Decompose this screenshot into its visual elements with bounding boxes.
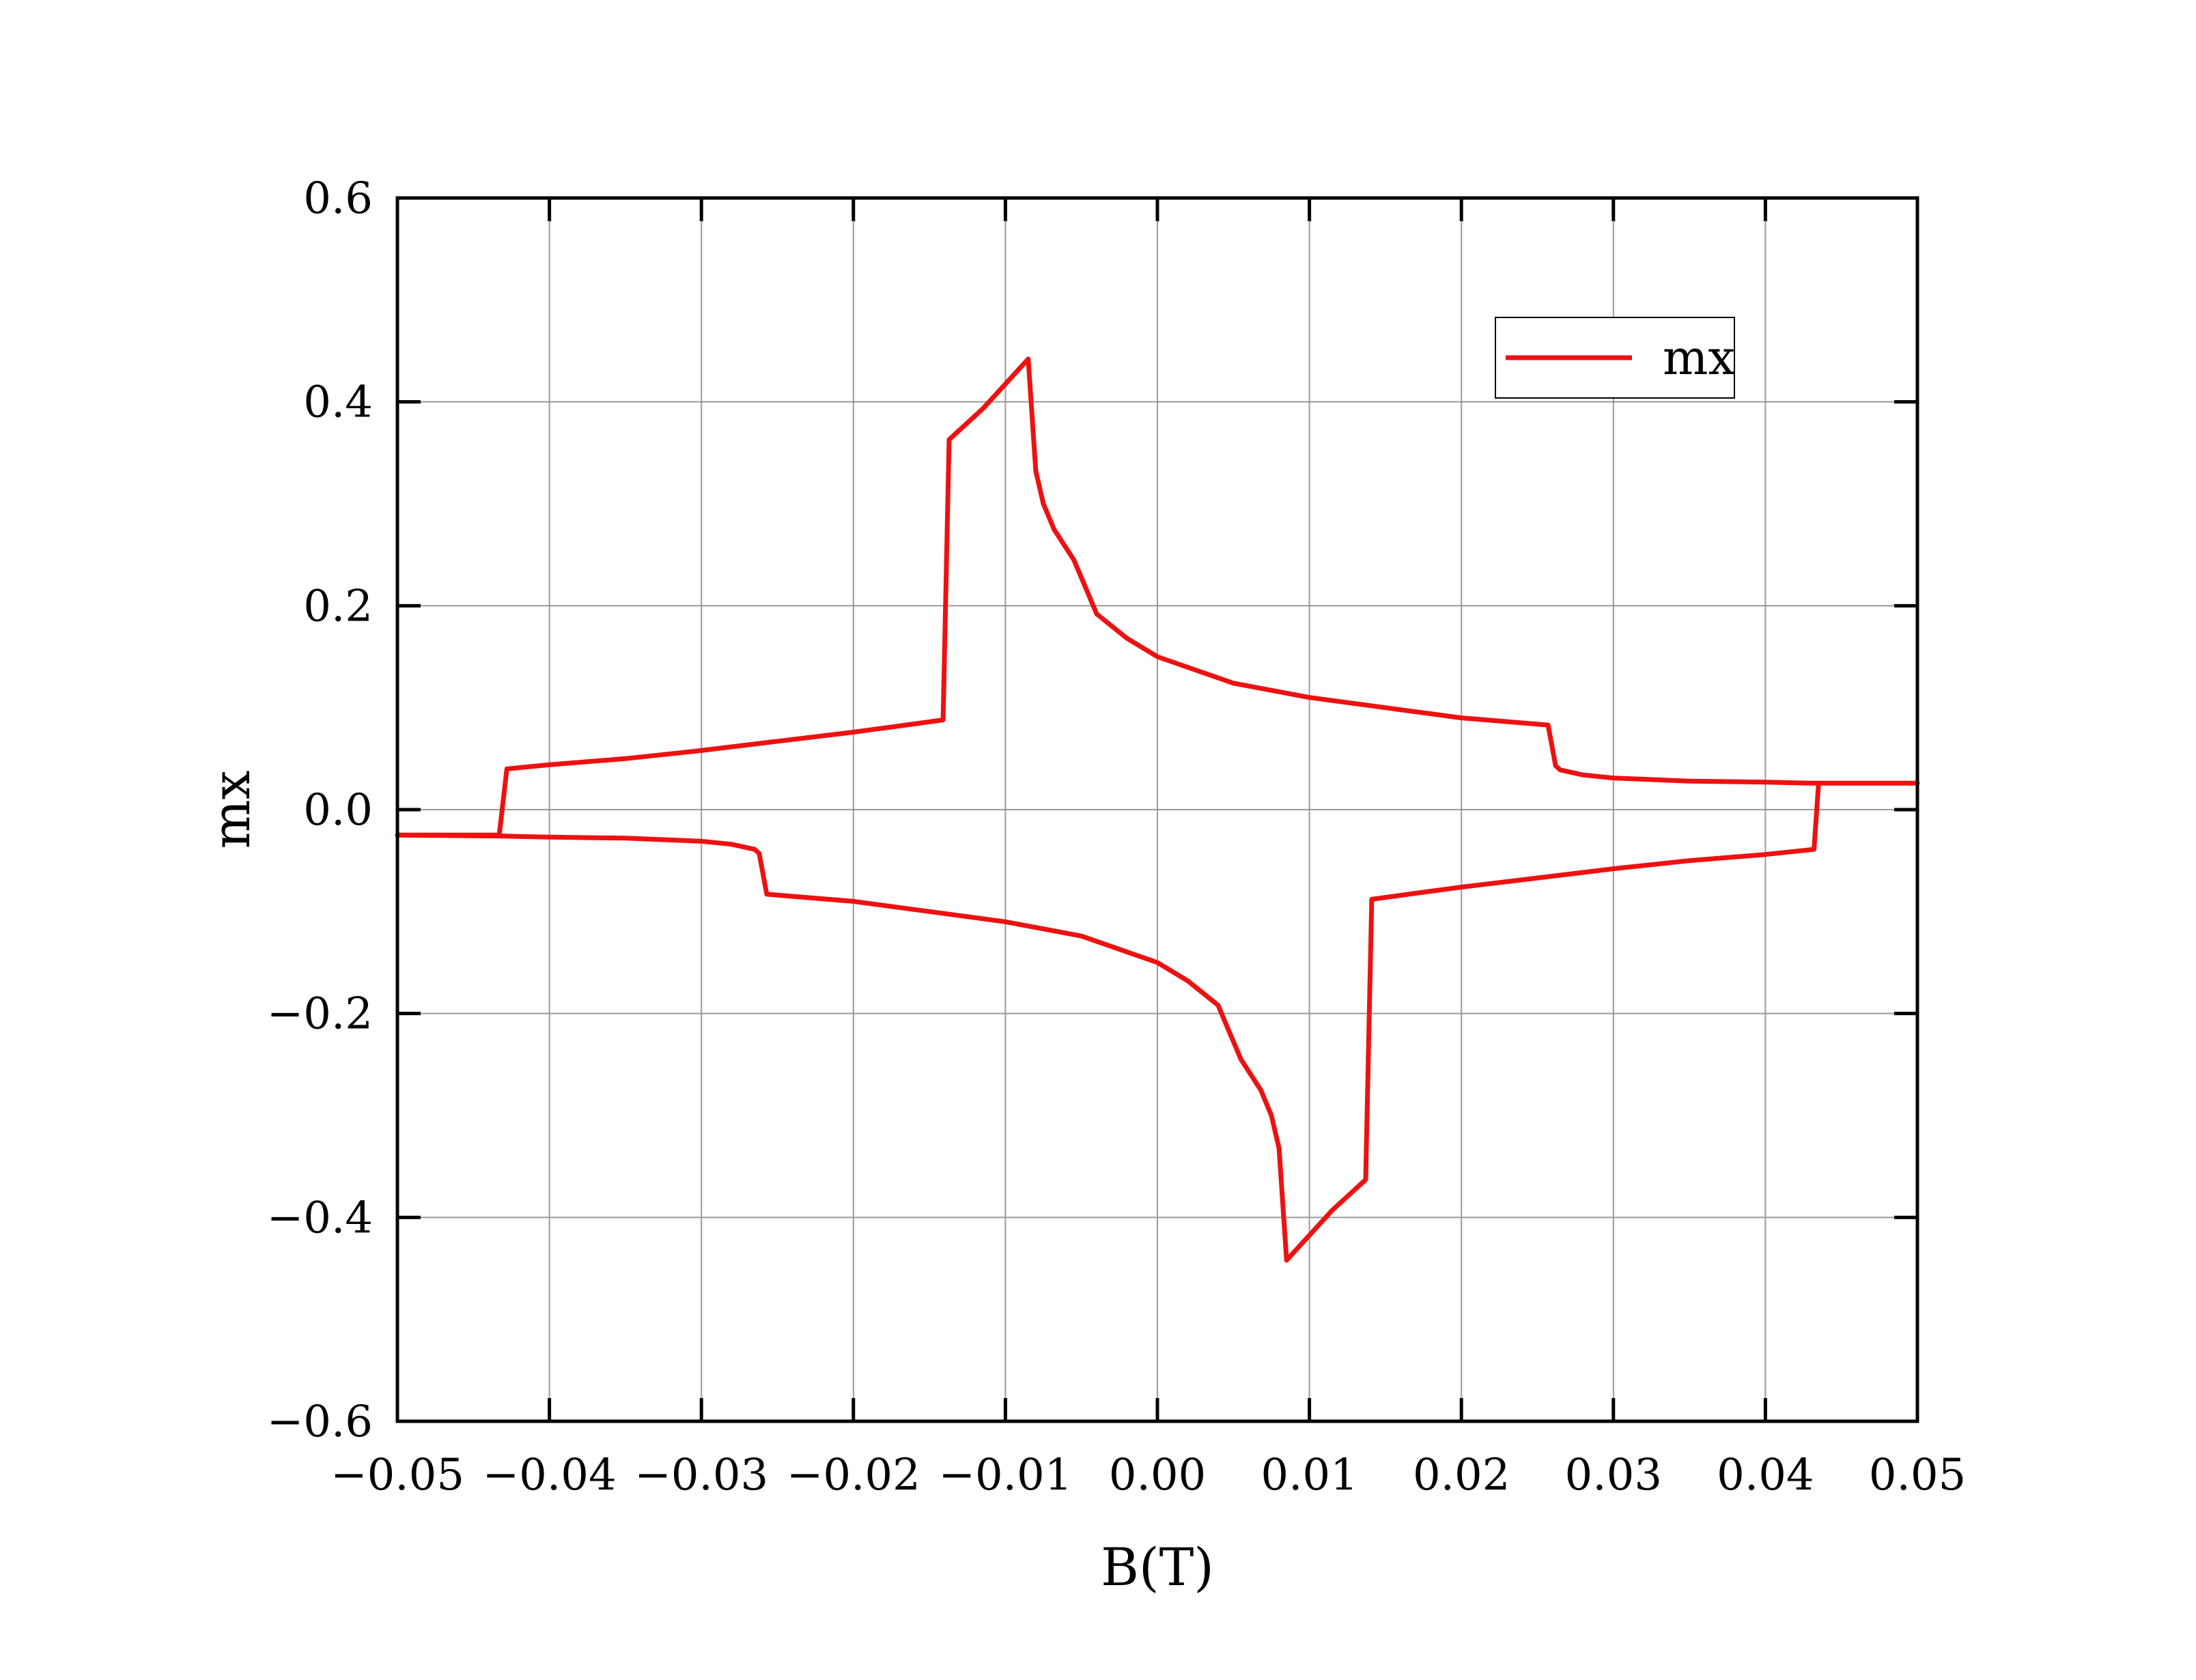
ticks <box>395 196 1919 1423</box>
x-tick-label: −0.01 <box>938 1450 1072 1500</box>
legend-label-mx: mx <box>1663 330 1735 386</box>
x-tick-label: −0.04 <box>483 1450 617 1500</box>
x-tick-label: 0.03 <box>1565 1450 1663 1500</box>
series-line-1 <box>395 780 1821 1263</box>
legend: mx <box>1495 317 1735 399</box>
plot-frame <box>395 196 1919 1423</box>
series-line-0 <box>395 356 1920 838</box>
y-tick-labels: −0.6 −0.4 −0.2 0.0 0.2 0.4 0.6 <box>267 173 373 1447</box>
x-tick-label: 0.04 <box>1717 1450 1814 1500</box>
y-axis-label: mx <box>201 771 262 849</box>
y-tick-label: 0.0 <box>303 785 373 836</box>
y-tick-label: −0.6 <box>267 1397 373 1447</box>
y-tick-label: 0.4 <box>303 378 373 428</box>
series-layer <box>395 356 1920 1263</box>
y-tick-label: −0.2 <box>267 989 373 1040</box>
y-tick-label: −0.4 <box>267 1193 373 1243</box>
x-tick-label: 0.02 <box>1413 1450 1510 1500</box>
x-tick-label: −0.05 <box>330 1450 464 1500</box>
x-tick-labels: −0.05 −0.04 −0.03 −0.02 −0.01 0.00 0.01 0.02 0.0… <box>330 1450 1966 1500</box>
y-tick-label: 0.6 <box>303 173 373 224</box>
x-tick-label: 0.01 <box>1261 1450 1358 1500</box>
x-tick-label: −0.03 <box>634 1450 768 1500</box>
x-axis-label: B(T) <box>1101 1537 1214 1597</box>
x-tick-label: 0.05 <box>1869 1450 1967 1500</box>
x-tick-label: 0.00 <box>1109 1450 1207 1500</box>
x-tick-label: −0.02 <box>787 1450 920 1500</box>
y-tick-label: 0.2 <box>303 581 373 631</box>
